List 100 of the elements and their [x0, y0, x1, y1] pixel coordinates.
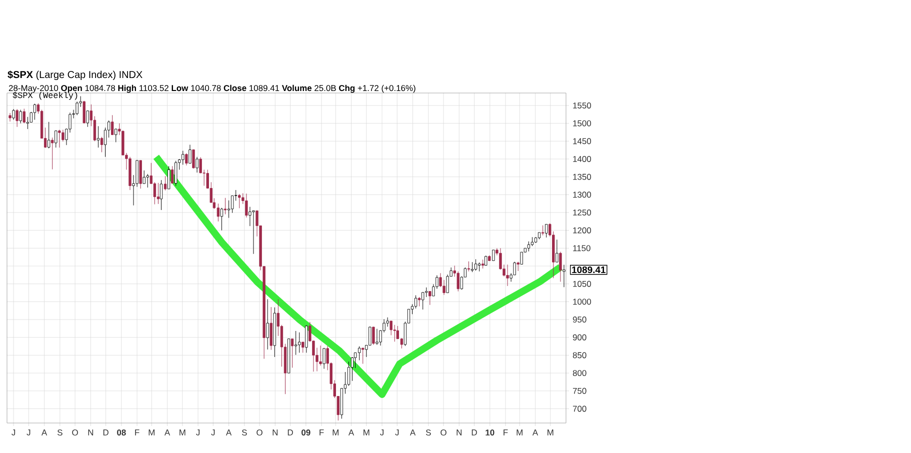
- x-tick-label: A: [348, 430, 354, 436]
- candlestick: [164, 176, 167, 191]
- y-tick-label: 1500: [573, 120, 592, 126]
- y-tick-label: 1450: [573, 138, 592, 144]
- candlestick: [516, 261, 520, 272]
- y-tick-label: 750: [572, 388, 586, 394]
- x-tick-label: M: [148, 430, 154, 436]
- y-tick-label: 1250: [573, 210, 592, 216]
- candlestick: [252, 210, 255, 254]
- candlestick: [82, 100, 86, 124]
- candlestick: [474, 258, 478, 271]
- x-tick-label: O: [72, 430, 78, 436]
- candlestick: [376, 328, 378, 346]
- annotation: 1089.41: [572, 266, 606, 274]
- candlestick: [216, 203, 220, 222]
- x-tick-label: F: [504, 430, 508, 436]
- y-tick-label: 850: [572, 352, 586, 358]
- candlestick: [33, 103, 36, 120]
- x-tick-label: O: [440, 430, 446, 436]
- y-tick-label: 700: [572, 406, 586, 412]
- candlestick: [86, 110, 89, 128]
- candlestick: [8, 112, 12, 122]
- x-tick-label: S: [57, 430, 62, 436]
- candlestick: [428, 291, 432, 306]
- x-tick-label: J: [211, 430, 215, 436]
- candlestick: [12, 108, 15, 120]
- y-tick-label: 1150: [573, 245, 590, 252]
- candlestick: [520, 252, 523, 264]
- candlestick: [362, 347, 364, 364]
- candlestick: [58, 129, 61, 148]
- candlestick: [51, 137, 54, 170]
- x-tick-label: S: [242, 430, 247, 436]
- candlestick: [470, 262, 474, 272]
- candlestick: [290, 338, 294, 368]
- y-tick-label: 1550: [573, 102, 592, 108]
- y-tick-label: 800: [572, 370, 586, 376]
- x-tick-label: N: [272, 430, 278, 436]
- candlestick: [298, 332, 301, 353]
- candlestick: [484, 255, 488, 266]
- y-tick-label: 950: [572, 316, 586, 323]
- candlestick: [19, 110, 22, 124]
- candlestick: [467, 261, 470, 272]
- annotation: $SPX (Weekly): [12, 92, 78, 100]
- x-tick-label: A: [532, 430, 538, 436]
- candlestick: [96, 126, 100, 148]
- y-tick-label: 1000: [573, 298, 592, 305]
- candlestick: [111, 114, 114, 136]
- candlestick: [54, 130, 58, 148]
- candlestick: [350, 356, 354, 382]
- text: 28-May-2010 Open 1084.78 High 1103.52 Low 1040.78 Close 1089.41 Volume 25.0B Chg +1.72 (+0.16%): [8, 84, 416, 93]
- candlestick: [224, 198, 227, 215]
- y-tick-label: 1400: [573, 156, 592, 162]
- candlestick: [506, 264, 509, 286]
- candlestick: [559, 252, 562, 282]
- x-tick-label: 09: [302, 430, 310, 436]
- candlestick: [390, 320, 392, 336]
- x-tick-label: J: [395, 430, 399, 436]
- x-tick-label: A: [410, 430, 416, 436]
- candlestick: [156, 182, 160, 204]
- candlestick: [167, 166, 170, 190]
- candlestick: [192, 149, 195, 169]
- candlestick: [185, 153, 188, 166]
- candlestick: [139, 160, 142, 189]
- x-tick-label: M: [548, 430, 554, 436]
- x-tick-label: F: [320, 430, 324, 436]
- candlestick: [556, 239, 558, 262]
- candlestick: [492, 250, 495, 261]
- x-tick-label: J: [196, 430, 200, 436]
- candlestick: [294, 330, 298, 356]
- candlestick: [358, 346, 361, 360]
- x-tick-label: D: [288, 430, 293, 436]
- candlestick: [171, 166, 174, 184]
- candlestick: [22, 108, 26, 124]
- candlestick: [393, 324, 396, 342]
- candlestick: [26, 116, 29, 130]
- x-tick-label: N: [88, 430, 94, 436]
- candlestick: [220, 208, 224, 231]
- candlestick: [142, 170, 146, 184]
- candlestick: [446, 274, 449, 294]
- candlestick: [541, 225, 544, 236]
- x-tick-label: J: [380, 430, 384, 436]
- y-tick-label: 1300: [573, 192, 592, 198]
- x-tick-label: O: [256, 430, 262, 436]
- candlestick: [196, 156, 198, 173]
- x-tick-label: D: [103, 430, 108, 436]
- candlestick: [418, 296, 421, 307]
- x-tick-label: J: [12, 430, 16, 436]
- candlestick: [322, 348, 326, 370]
- candlestick: [160, 180, 163, 210]
- candlestick: [562, 264, 566, 288]
- candlestick: [114, 128, 118, 142]
- candlestick: [146, 174, 149, 188]
- candlestick: [422, 292, 424, 310]
- candlestick: [266, 298, 269, 350]
- candlestick: [238, 194, 241, 208]
- x-tick-label: J: [26, 430, 30, 436]
- x-tick-label: M: [332, 430, 338, 436]
- candlestick: [372, 326, 375, 346]
- x-tick-label: M: [180, 430, 186, 436]
- x-tick-label: 10: [486, 430, 494, 436]
